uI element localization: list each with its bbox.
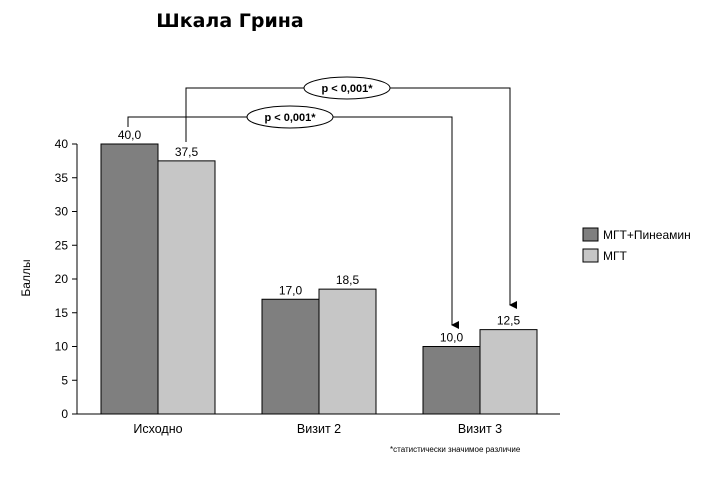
x-category-label: Визит 2 xyxy=(297,422,341,436)
footnote: *статистически значимое различие xyxy=(390,445,521,454)
significance-bracket-mgt: p < 0,001* xyxy=(185,76,517,309)
y-tick-label: 5 xyxy=(61,373,68,387)
y-tick-label: 15 xyxy=(55,306,69,320)
y-tick-label: 10 xyxy=(55,340,69,354)
legend-swatch-mgt xyxy=(582,248,599,263)
legend-label-mgt-pineamin: МГТ+Пинеамин xyxy=(603,228,691,242)
bar xyxy=(100,143,159,415)
y-tick-label: 35 xyxy=(55,171,69,185)
x-category-label: Исходно xyxy=(133,422,182,436)
x-axis-categories: Исходно Визит 2 Визит 3 xyxy=(133,422,502,436)
significance-label-mgt-pineamin: p < 0,001* xyxy=(264,112,316,124)
y-tick-label: 0 xyxy=(61,407,68,421)
bar xyxy=(157,160,216,415)
data-label: 18,5 xyxy=(336,273,360,287)
legend-swatch-mgt-pineamin xyxy=(582,227,599,242)
data-labels: 40,0 37,5 17,0 18,5 10,0 12,5 xyxy=(118,128,521,345)
chart-title: Шкала Грина xyxy=(156,10,304,32)
bar xyxy=(479,329,538,415)
bar xyxy=(318,288,377,415)
y-axis: 0 5 10 15 20 25 30 35 40 xyxy=(55,137,77,421)
y-axis-label: Баллы xyxy=(19,259,33,296)
significance-label-mgt: p < 0,001* xyxy=(321,83,373,95)
y-tick-label: 30 xyxy=(55,205,69,219)
y-tick-label: 25 xyxy=(55,238,69,252)
data-label: 12,5 xyxy=(497,314,521,328)
x-category-label: Визит 3 xyxy=(458,422,502,436)
data-label: 37,5 xyxy=(175,145,199,159)
data-label: 40,0 xyxy=(118,128,142,142)
significance-bracket-mgt-pineamin: p < 0,001* xyxy=(127,105,459,329)
data-label: 17,0 xyxy=(279,283,303,297)
legend-label-mgt: МГТ xyxy=(603,249,627,263)
y-tick-label: 40 xyxy=(55,137,69,151)
bars-group xyxy=(100,143,538,415)
bar xyxy=(261,298,320,415)
data-label: 10,0 xyxy=(440,331,464,345)
legend: МГТ+Пинеамин МГТ xyxy=(582,227,691,263)
y-tick-label: 20 xyxy=(55,272,69,286)
bar xyxy=(422,346,481,415)
